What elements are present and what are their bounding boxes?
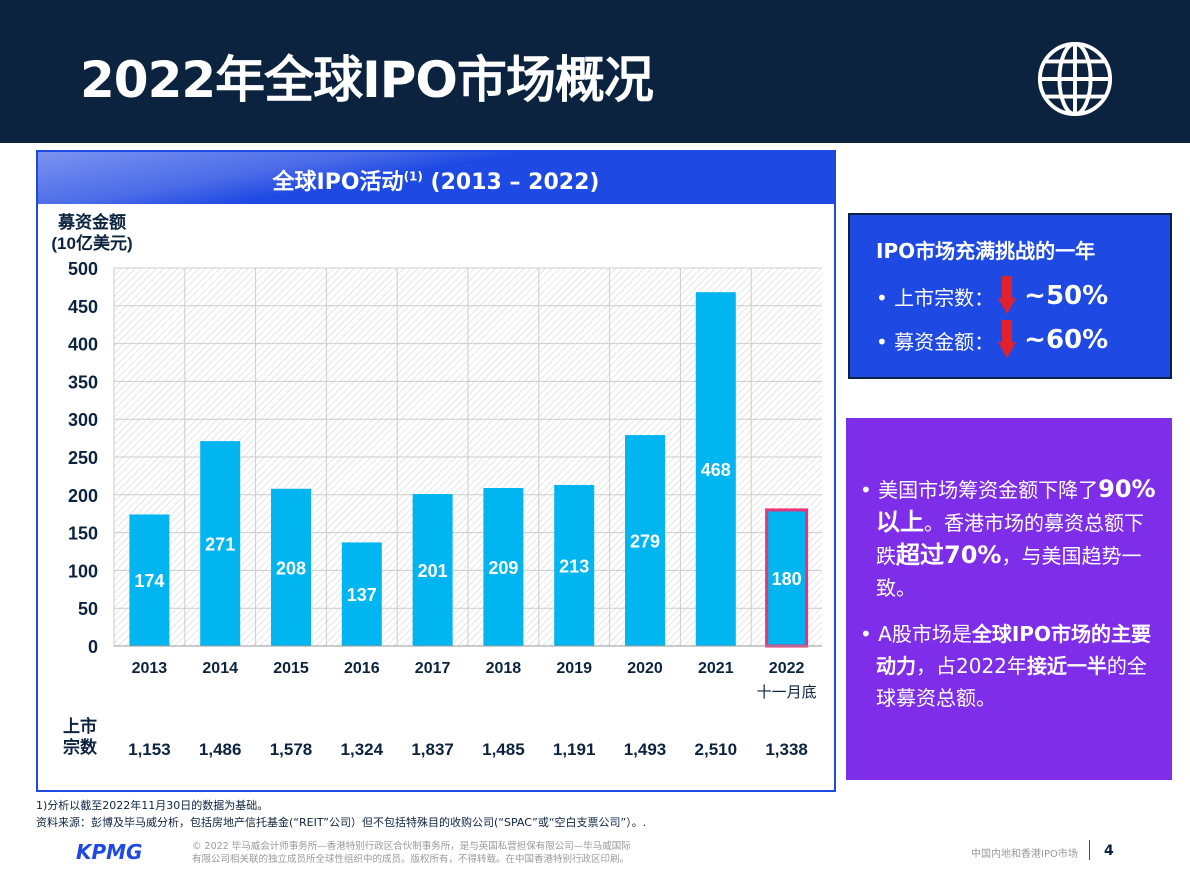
deal-count: 1,493 — [624, 740, 667, 759]
x-tick-label: 2013 — [132, 660, 168, 677]
y-axis-label-1: 募资金额 — [57, 212, 126, 232]
bar-value-label: 137 — [347, 585, 377, 605]
insight-us-hk: • 美国市场筹资金额下降了90%以上。香港市场的募资总额下跌超过70%，与美国趋… — [860, 475, 1156, 600]
page-title: 2022年全球IPO市场概况 — [80, 51, 654, 109]
bar-2016 — [341, 542, 382, 646]
y-tick-label: 250 — [68, 448, 98, 468]
funds-change-label: • 募资金额： — [876, 329, 995, 354]
globe-icon — [1037, 41, 1113, 117]
deal-count: 1,837 — [411, 740, 454, 759]
x-tick-label: 2020 — [627, 660, 663, 677]
x-tick-label: 2019 — [556, 660, 592, 677]
footnote-1: 1)分析以截至2022年11月30日的数据为基础。 — [36, 799, 269, 812]
bar-value-label: 468 — [701, 460, 731, 480]
x-tick-label: 2022 — [769, 660, 805, 677]
challenge-title: IPO市场充满挑战的一年 — [876, 239, 1096, 263]
funds-change-value: ~60% — [1024, 325, 1109, 355]
chart-range: (2013 – 2022) — [422, 170, 600, 195]
bar-2015 — [271, 488, 311, 646]
chart-header: 全球IPO活动(1) (2013 – 2022) — [38, 152, 834, 204]
copyright: © 2022 毕马威会计师事务所—香港特别行政区合伙制事务所，是与英国私营担保有… — [192, 841, 631, 865]
deal-count: 1,338 — [765, 740, 808, 759]
x-tick-sublabel: 十一月底 — [757, 684, 817, 701]
y-tick-label: 50 — [78, 599, 98, 619]
divider — [1089, 840, 1090, 860]
y-tick-label: 0 — [88, 637, 98, 657]
y-tick-label: 200 — [68, 486, 98, 506]
y-tick-label: 450 — [68, 297, 98, 317]
page-number: 4 — [1104, 843, 1114, 859]
y-tick-label: 100 — [68, 561, 98, 581]
bar-2018 — [483, 487, 524, 646]
chart-panel: 全球IPO活动(1) (2013 – 2022) — [36, 150, 836, 792]
bar-value-label: 271 — [205, 535, 235, 555]
bar-value-label: 180 — [772, 569, 802, 589]
report-name: 中国内地和香港IPO市场 — [971, 849, 1078, 860]
deal-count: 1,153 — [128, 740, 171, 759]
footnotes: 1)分析以截至2022年11月30日的数据为基础。资料来源：彭博及毕马威分析，包… — [36, 797, 646, 831]
y-tick-label: 350 — [68, 372, 98, 392]
kpmg-logo: KPMG — [76, 840, 143, 864]
footnote-ref: (1) — [403, 169, 423, 184]
bar-value-label: 213 — [559, 556, 589, 576]
bar-value-label: 279 — [630, 532, 660, 552]
x-tick-label: 2014 — [202, 660, 238, 677]
deal-count: 1,486 — [199, 740, 242, 759]
y-tick-label: 300 — [68, 410, 98, 430]
x-tick-label: 2015 — [273, 660, 309, 677]
x-tick-label: 2017 — [415, 660, 451, 677]
bar-2021 — [695, 292, 736, 646]
deals-label-1: 上市 — [63, 716, 97, 736]
bar-value-label: 201 — [418, 561, 448, 581]
y-tick-label: 400 — [68, 335, 98, 355]
down-arrow-icon — [998, 276, 1017, 316]
bar-2014 — [200, 441, 241, 646]
deal-count: 2,510 — [695, 740, 738, 759]
insight-box: • 美国市场筹资金额下降了90%以上。香港市场的募资总额下跌超过70%，与美国趋… — [846, 418, 1172, 780]
y-tick-label: 150 — [68, 524, 98, 544]
down-arrow-icon — [998, 320, 1017, 360]
funds-change-row: • 募资金额： ~60% — [876, 318, 1170, 362]
x-tick-label: 2021 — [698, 660, 734, 677]
insight-a-share: • A股市场是全球IPO市场的主要动力，占2022年接近一半的全球募资总额。 — [860, 622, 1151, 710]
x-tick-label: 2018 — [486, 660, 522, 677]
deal-count: 1,324 — [341, 740, 384, 759]
y-tick-label: 500 — [68, 259, 98, 279]
x-tick-label: 2016 — [344, 660, 380, 677]
challenge-box: IPO市场充满挑战的一年 • 上市宗数： ~50% • 募资金额： ~60% — [848, 213, 1172, 379]
deal-count: 1,191 — [553, 740, 596, 759]
bar-value-label: 208 — [276, 558, 306, 578]
bar-2013 — [129, 514, 170, 646]
deals-label-2: 宗数 — [63, 737, 98, 757]
bar-value-label: 209 — [488, 558, 518, 578]
y-axis-label-2: (10亿美元) — [51, 233, 132, 253]
deals-change-value: ~50% — [1024, 281, 1109, 311]
header-bar: 2022年全球IPO市场概况 — [0, 0, 1190, 143]
deals-change-row: • 上市宗数： ~50% — [876, 274, 1170, 318]
deal-count: 1,485 — [482, 740, 525, 759]
footnote-source: 资料来源：彭博及毕马威分析，包括房地产信托基金(“REIT”公司）但不包括特殊目… — [36, 816, 647, 829]
bar-2019 — [554, 484, 595, 646]
deal-count: 1,578 — [270, 740, 313, 759]
chart-title: 全球IPO活动 — [272, 170, 404, 195]
deals-change-label: • 上市宗数： — [876, 285, 995, 310]
bar-2020 — [625, 435, 665, 646]
bar-2017 — [412, 494, 453, 646]
bar-value-label: 174 — [134, 571, 164, 591]
